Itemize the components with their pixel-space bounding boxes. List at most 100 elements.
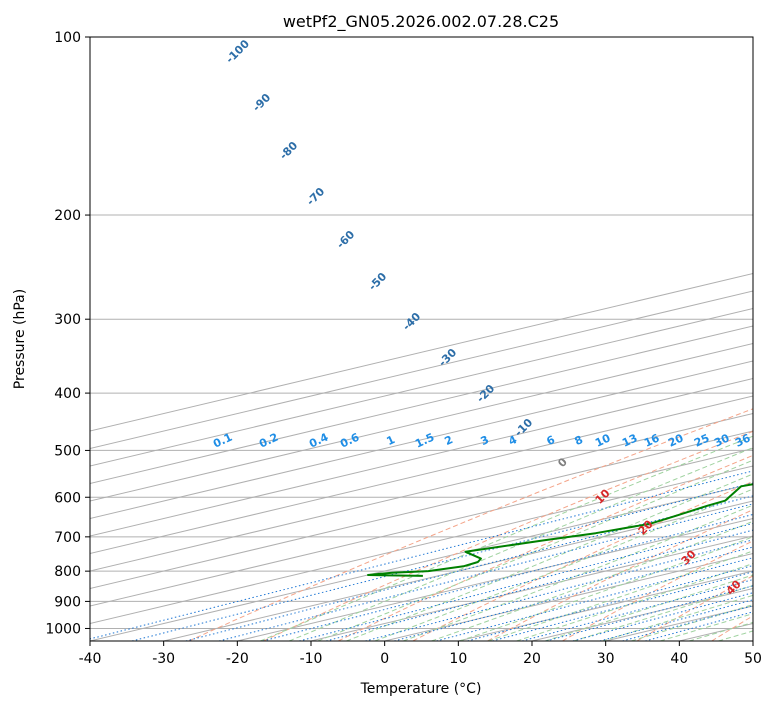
isotherm-line — [90, 325, 753, 485]
dry-adiabat-label: -90 — [250, 91, 273, 114]
y-tick-label: 100 — [54, 30, 81, 46]
dry-adiabat-label: -10 — [512, 416, 535, 439]
moist-adiabat-line — [459, 536, 753, 641]
moist-adiabat-line — [402, 504, 753, 641]
mixing-ratio-label: 20 — [666, 431, 686, 449]
isotherm-line — [90, 413, 753, 572]
mixing-ratio-label: 25 — [692, 431, 711, 449]
isotherm-line — [90, 273, 753, 432]
isotherm-line — [90, 360, 753, 520]
dry-adiabat-label: -60 — [334, 228, 357, 251]
y-tick-label: 200 — [54, 208, 81, 224]
mixing-ratio-label: 10 — [593, 431, 613, 449]
x-tick-label: -20 — [226, 651, 249, 667]
isotherm-line — [90, 378, 753, 537]
mixing-ratio-line — [325, 529, 753, 641]
isotherm-line — [90, 483, 753, 641]
mixing-ratio-label: 13 — [620, 431, 639, 449]
isotherm-line — [90, 448, 753, 607]
isotherm-line — [163, 500, 753, 641]
dry-adiabat-label: -40 — [400, 310, 423, 333]
x-tick-label: 40 — [670, 651, 688, 667]
mixing-ratio-label: 8 — [573, 433, 585, 448]
dry-adiabat-label: -80 — [277, 139, 300, 162]
isotherm-line — [90, 430, 753, 590]
dry-adiabat-label: -100 — [223, 37, 252, 66]
dry-adiabat-line — [711, 615, 753, 641]
dewpoint-profile-line — [367, 483, 753, 577]
dry-adiabat-line — [188, 408, 753, 641]
moist-adiabat-line — [374, 488, 753, 641]
x-axis-label: Temperature (°C) — [360, 681, 482, 697]
dry-adiabat-line — [412, 480, 753, 641]
y-tick-label: 1000 — [45, 621, 81, 637]
dry-adiabat-label: -50 — [366, 270, 389, 293]
isotherm-line — [90, 343, 753, 502]
isotherm-line — [237, 517, 753, 641]
mixing-ratio-line — [394, 546, 753, 641]
mixing-ratio-label: 30 — [712, 431, 732, 449]
mixing-ratio-line — [218, 503, 753, 641]
mixing-ratio-label: 0.6 — [338, 430, 361, 450]
grid-layer — [90, 37, 753, 641]
mixing-ratio-label: 3 — [479, 433, 491, 448]
dry-adiabat-line — [487, 509, 753, 641]
moist-adiabat-line — [346, 473, 753, 641]
mixing-ratio-label: 2 — [443, 433, 455, 448]
chart-title: wetPf2_GN05.2026.002.07.28.C25 — [283, 12, 559, 32]
mixing-ratio-line — [299, 522, 753, 641]
isotherm-line — [90, 395, 753, 555]
y-tick-label: 800 — [54, 564, 81, 580]
mixing-ratio-line — [131, 482, 753, 641]
mixing-ratio-label: 0.4 — [307, 430, 330, 450]
isotherm-line — [90, 290, 753, 450]
dry-adiabat-line — [636, 575, 753, 641]
mixing-ratio-label: 36 — [733, 431, 753, 449]
moist-adiabat-label: 20 — [636, 517, 656, 537]
series-layer — [367, 483, 753, 577]
moist-adiabat-line — [573, 584, 753, 641]
mixing-ratio-line — [365, 539, 753, 641]
y-tick-label: 600 — [54, 490, 81, 506]
dry-adiabat-line — [263, 430, 753, 641]
isopleth-label-layer: -100-90-80-70-60-50-40-30-20-10010203040… — [211, 37, 753, 598]
x-tick-label: 10 — [449, 651, 467, 667]
y-tick-label: 900 — [54, 594, 81, 610]
moist-adiabat-line — [317, 459, 753, 641]
plot-frame — [89, 36, 754, 642]
tick-layer: -40 -30 -20 -10 0 10 20 30 40 50 100 200 300 400 500 60… — [45, 30, 762, 667]
moist-adiabat-line — [602, 594, 753, 641]
y-tick-label: 300 — [54, 312, 81, 328]
x-tick-label: -10 — [300, 651, 323, 667]
moist-adiabat-line — [431, 520, 753, 641]
y-tick-label: 400 — [54, 386, 81, 402]
moist-adiabat-line — [487, 550, 753, 641]
moist-adiabat-line — [516, 563, 753, 641]
mixing-ratio-label: 0.1 — [211, 431, 234, 451]
moist-adiabat-label: 30 — [679, 547, 699, 567]
mixing-ratio-label: 16 — [642, 431, 662, 449]
moist-adiabat-line — [544, 574, 753, 641]
mixing-ratio-label: 0.2 — [257, 431, 280, 451]
isotherm-line — [752, 640, 753, 641]
x-tick-label: 30 — [597, 651, 615, 667]
dry-adiabat-line — [562, 540, 753, 641]
x-tick-label: 20 — [523, 651, 541, 667]
dry-adiabat-label: -70 — [304, 185, 327, 208]
y-tick-label: 500 — [54, 443, 81, 459]
moist-adiabat-line — [718, 630, 753, 641]
isotherm-line — [90, 308, 753, 467]
x-tick-label: -30 — [152, 651, 175, 667]
y-axis-label: Pressure (hPa) — [12, 289, 28, 389]
moist-adiabat-line — [260, 435, 753, 641]
moist-adiabat-line — [288, 447, 753, 641]
mixing-ratio-line — [572, 592, 753, 641]
moist-adiabat-line — [688, 621, 753, 641]
dry-adiabat-line — [337, 454, 753, 641]
dry-adiabat-label: -20 — [474, 382, 497, 405]
x-tick-label: -40 — [79, 651, 102, 667]
y-tick-label: 700 — [54, 530, 81, 546]
mixing-ratio-label: 1.5 — [413, 431, 436, 451]
x-tick-label: 50 — [744, 651, 762, 667]
